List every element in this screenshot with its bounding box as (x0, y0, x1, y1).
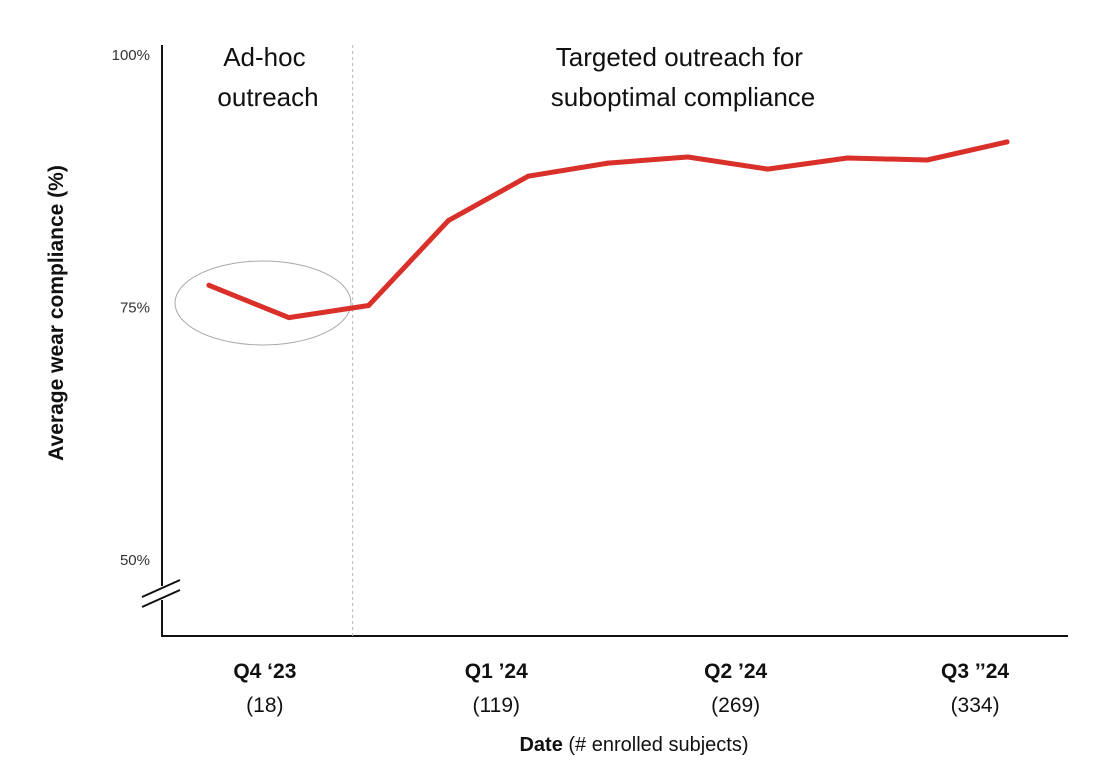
annotation-targeted-line-1: Targeted outreach for (556, 42, 803, 72)
data-point-0-2 (366, 302, 372, 308)
data-point-0-5 (605, 160, 611, 166)
data-point-0-0 (206, 282, 212, 288)
y-tick-label-0: 100% (112, 47, 150, 64)
annotation-adhoc: Ad-hoc outreach (217, 42, 318, 112)
x-tick-sublabel-2: (269) (711, 694, 760, 717)
x-tick-sublabel-1: (119) (473, 694, 520, 717)
annotation-targeted-line-2: suboptimal compliance (551, 82, 815, 112)
tick-layer: 100% 75% 50% Q4 ‘23 (18) Q1 ’24 (119) Q2 ’24 (26… (112, 47, 1010, 717)
data-point-0-7 (765, 166, 771, 172)
data-point-0-3 (445, 218, 451, 224)
label-layer: Average wear compliance (%) Date (# enro… (45, 42, 815, 756)
q4-highlight-ellipse (174, 260, 352, 346)
x-axis-title-rest: (# enrolled subjects) (563, 734, 749, 756)
axis-break-mark-1 (141, 579, 181, 598)
axes-layer (141, 45, 1068, 637)
data-point-0-10 (1004, 139, 1010, 145)
axis-break-mark-2 (141, 589, 181, 608)
x-tick-sublabel-3: (334) (951, 694, 1000, 717)
data-point-0-8 (844, 155, 850, 161)
annotation-targeted: Targeted outreach for suboptimal complia… (551, 42, 815, 112)
y-tick-label-1: 75% (120, 300, 150, 317)
data-point-0-9 (924, 157, 930, 163)
x-axis-title: Date (# enrolled subjects) (519, 734, 748, 756)
x-axis-title-bold: Date (519, 734, 562, 756)
data-point-0-4 (525, 173, 531, 179)
x-tick-label-3: Q3 ’’24 (941, 660, 1009, 683)
y-tick-label-2: 50% (120, 552, 150, 569)
x-tick-label-2: Q2 ’24 (704, 660, 767, 683)
x-tick-label-1: Q1 ’24 (465, 660, 528, 683)
data-point-0-6 (685, 154, 691, 160)
annotation-adhoc-line-1: Ad-hoc (223, 42, 305, 72)
data-point-0-1 (286, 315, 292, 321)
x-tick-sublabel-0: (18) (246, 694, 283, 717)
y-axis-title: Average wear compliance (%) (45, 165, 68, 461)
highlight-layer (174, 260, 352, 346)
annotation-adhoc-line-2: outreach (217, 82, 318, 112)
series-layer (206, 139, 1010, 321)
x-tick-label-0: Q4 ‘23 (233, 660, 296, 683)
series-line-0 (206, 139, 1010, 321)
